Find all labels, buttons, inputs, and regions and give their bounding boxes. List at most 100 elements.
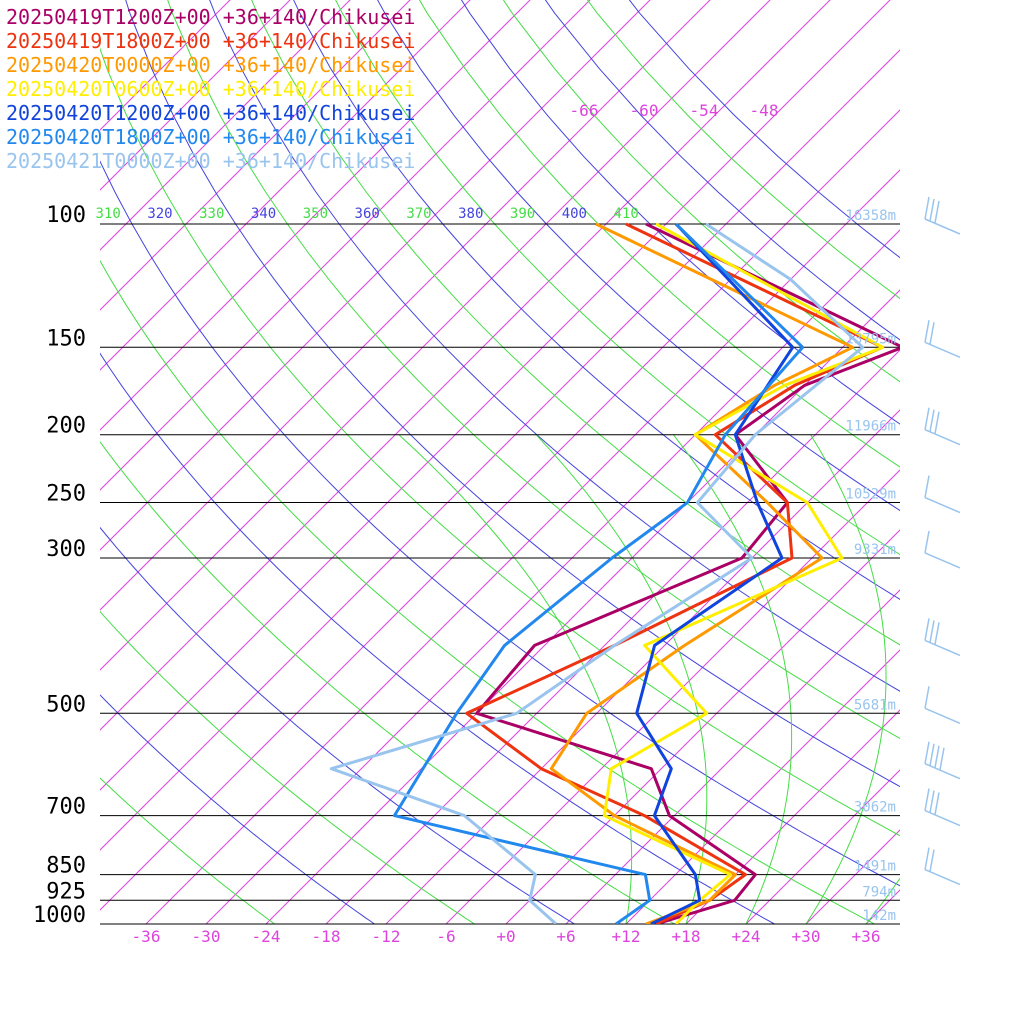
isotherm (265, 289, 900, 924)
dry-adiabat (502, 0, 900, 383)
temp-tick-label: +18 (672, 927, 701, 946)
dry-adiabat (125, 0, 900, 788)
dry-adiabat (586, 0, 900, 300)
series-line-5 (635, 222, 795, 924)
pressure-label: 925 (46, 879, 86, 904)
theta-label: 340 (251, 206, 276, 222)
temp-tick-label: -24 (252, 927, 281, 946)
height-label: 11966m (845, 419, 896, 435)
wind-barbs (924, 196, 961, 886)
wind-barb-flag (924, 686, 930, 709)
wind-barb (924, 530, 961, 569)
isotherm (100, 0, 531, 431)
temp-tick-label: +24 (732, 927, 761, 946)
isotherm (926, 0, 1024, 924)
wind-barb (924, 741, 961, 780)
dry-adiabat (100, 47, 900, 837)
isotherm (100, 109, 900, 911)
isotherm (100, 0, 651, 551)
legend-entry: 20250420T0000Z+00 +36+140/Chikusei (6, 53, 415, 77)
legend-entry: 20250419T1200Z+00 +36+140/Chikusei (6, 5, 415, 29)
dry-adiabat (100, 440, 676, 924)
theta-label: 330 (199, 206, 224, 222)
moist-adiabat (398, 434, 633, 924)
isotherm (100, 0, 771, 671)
isotherm (505, 529, 900, 924)
legend-entry: 20250420T0600Z+00 +36+140/Chikusei (6, 77, 415, 101)
wind-barb-flag (934, 745, 940, 768)
wind-barb-flag (929, 409, 935, 432)
pressure-label: 1000 (33, 903, 86, 928)
wind-barb-staff (924, 763, 961, 780)
height-label: 13795m (845, 331, 896, 347)
wind-barb-flag (934, 411, 940, 434)
isotherm (445, 469, 900, 924)
wind-barb (924, 686, 961, 724)
wind-barb-flag (929, 790, 935, 813)
upper-temp-label: -60 (630, 101, 659, 120)
wind-barb-flag (924, 475, 930, 498)
wind-barb-staff (924, 639, 961, 657)
wind-barb (924, 407, 961, 446)
pressure-label: 850 (46, 854, 86, 879)
isotherm (100, 0, 831, 731)
pressure-label: 300 (46, 537, 86, 562)
wind-barb-flag (934, 792, 940, 815)
isotherm (385, 409, 900, 924)
wind-barb-flag (929, 620, 935, 643)
temp-tick-label: -6 (436, 927, 455, 946)
theta-label: 360 (355, 206, 380, 222)
theta-label: 320 (147, 206, 172, 222)
isotherm (145, 169, 900, 924)
height-label: 10529m (845, 487, 896, 503)
isotherm (100, 0, 711, 611)
wind-barb-staff (924, 218, 961, 235)
dry-adiabat (100, 160, 900, 887)
wind-barb-flag (924, 320, 930, 343)
wind-barb (924, 320, 961, 358)
wind-barb-flag (939, 747, 945, 770)
background-lines (100, 0, 1024, 924)
wind-barb (924, 847, 961, 886)
axis-labels: 100 16358m 150 13795m 200 11966m 250 10529m 300 9… (33, 101, 896, 946)
wind-barb-flag (924, 741, 930, 764)
pressure-label: 500 (46, 692, 86, 717)
isotherm (986, 0, 1024, 924)
wind-barb-staff (924, 552, 961, 569)
upper-temp-label: -66 (570, 101, 599, 120)
temp-tick-label: +6 (556, 927, 575, 946)
dry-adiabat (209, 0, 900, 692)
pressure-label: 200 (46, 414, 86, 439)
dry-adiabat (100, 694, 376, 924)
wind-barb-flag (924, 788, 930, 811)
wind-barb-staff (924, 868, 961, 886)
temp-tick-label: -30 (192, 927, 221, 946)
dry-adiabat (100, 526, 576, 924)
legend: 20250419T1200Z+00 +36+140/Chikusei 202504… (6, 5, 415, 173)
temp-tick-label: +30 (792, 927, 821, 946)
temp-tick-label: -36 (132, 927, 161, 946)
series-line-4 (602, 222, 885, 924)
height-label: 16358m (845, 208, 896, 224)
moist-adiabat (673, 434, 793, 924)
dry-adiabat (251, 0, 900, 646)
dry-adiabat (100, 259, 876, 924)
dry-adiabat (418, 0, 900, 468)
legend-entry: 20250420T1200Z+00 +36+140/Chikusei (6, 101, 415, 125)
wind-barb-staff (924, 429, 961, 446)
upper-temp-label: -48 (750, 101, 779, 120)
isotherm (100, 0, 471, 371)
dry-adiabat (293, 0, 900, 600)
height-label: 3062m (854, 800, 896, 816)
temp-tick-label: +0 (496, 927, 515, 946)
theta-label: 380 (458, 206, 483, 222)
theta-label: 390 (510, 206, 535, 222)
theta-label: 350 (303, 206, 328, 222)
dry-adiabat (460, 0, 900, 425)
theta-label: 410 (614, 206, 639, 222)
height-label: 5681m (854, 697, 896, 713)
wind-barb (924, 788, 961, 827)
theta-label: 400 (562, 206, 587, 222)
height-label: 1491m (854, 859, 896, 875)
